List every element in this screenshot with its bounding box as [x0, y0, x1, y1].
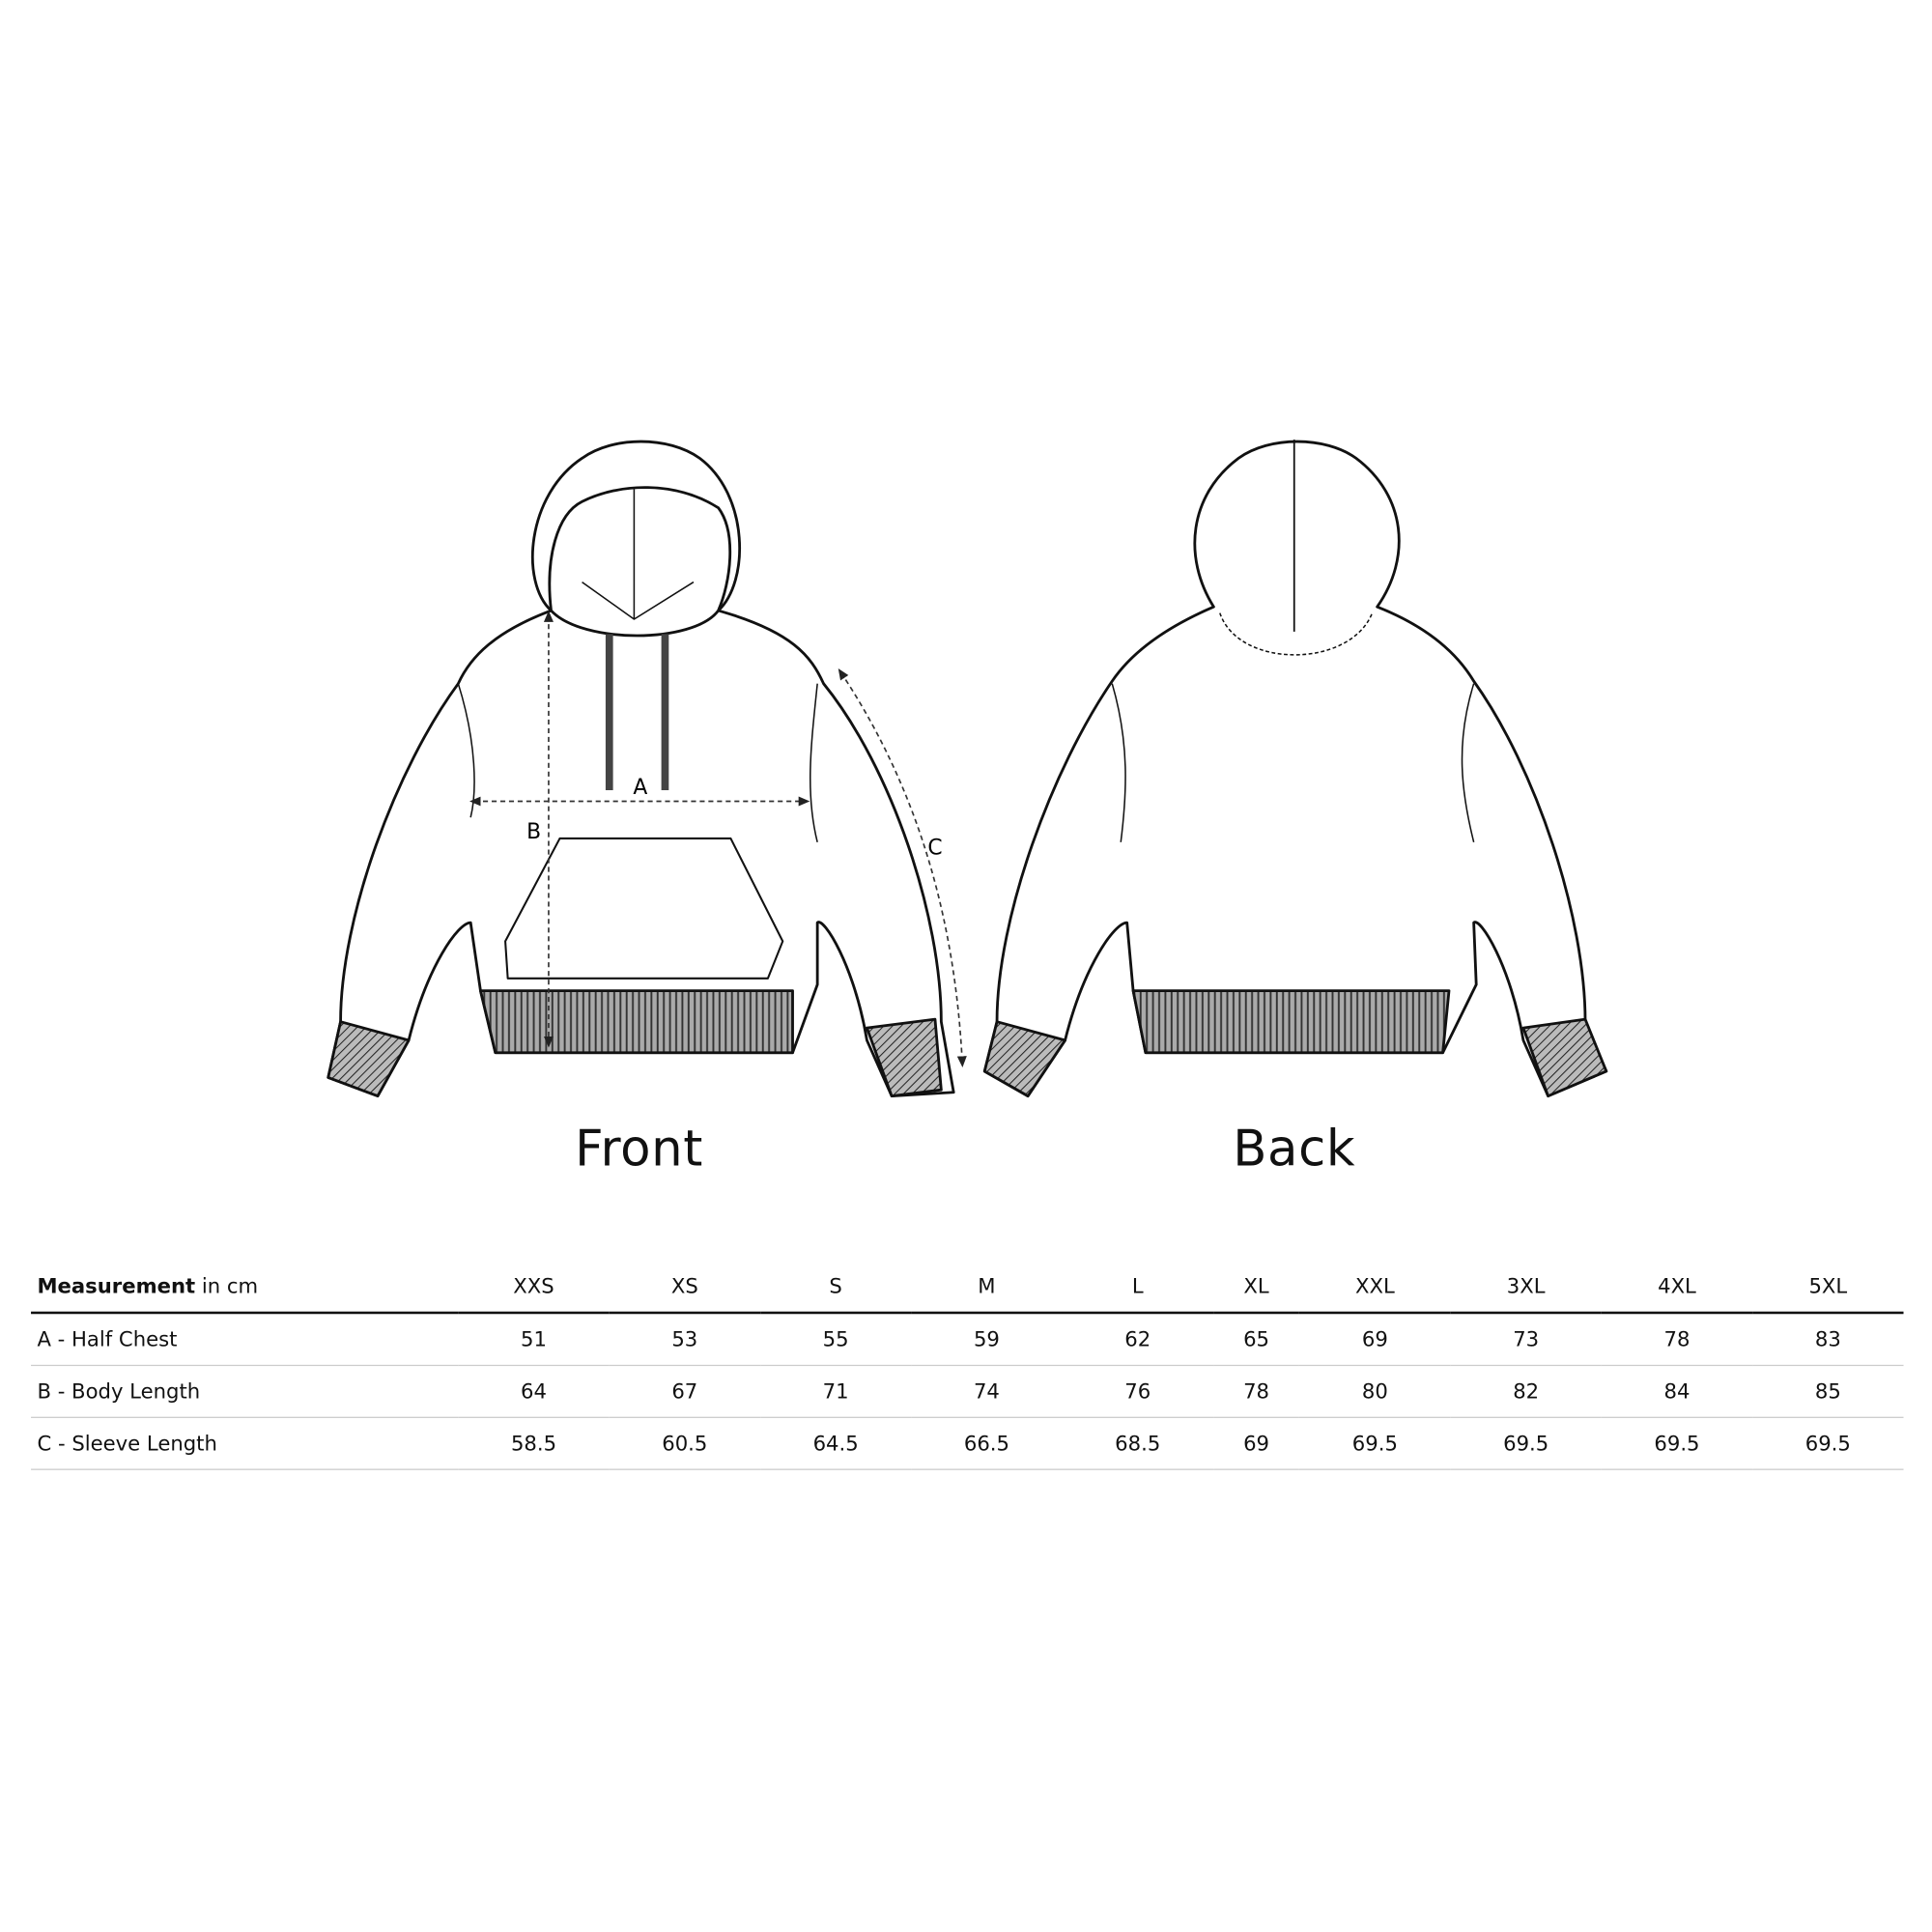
table-cell: 67	[671, 1379, 698, 1404]
table-cell: 53	[671, 1327, 698, 1351]
size-header: XXS	[513, 1274, 554, 1298]
table-row: C - Sleeve Length 58.5 60.5 64.5 66.5 68.5 69 6…	[31, 1417, 1904, 1470]
table-cell: 84	[1663, 1379, 1690, 1404]
dimension-label-b: B	[526, 820, 541, 844]
table-cell: 78	[1243, 1379, 1270, 1404]
table-cell: 73	[1513, 1327, 1540, 1351]
table-cell: 58.5	[510, 1432, 557, 1456]
table-cell: 85	[1814, 1379, 1841, 1404]
table-cell: 64	[521, 1379, 547, 1404]
row-label: C - Sleeve Length	[37, 1432, 217, 1456]
size-header: 4XL	[1658, 1274, 1696, 1298]
table-cell: 65	[1243, 1327, 1270, 1351]
table-cell: 62	[1124, 1327, 1151, 1351]
front-label: Front	[575, 1121, 703, 1179]
table-cell: 80	[1361, 1379, 1388, 1404]
table-cell: 69.5	[1503, 1432, 1549, 1456]
table-cell: 74	[973, 1379, 1000, 1404]
table-cell: 83	[1814, 1327, 1841, 1351]
front-hoodie	[327, 440, 955, 1098]
dimension-label-a: A	[633, 776, 647, 800]
table-cell: 69.5	[1351, 1432, 1398, 1456]
size-header: 3XL	[1506, 1274, 1546, 1298]
table-cell: 69	[1361, 1327, 1388, 1351]
header-measurement: Measurement in cm	[31, 1261, 458, 1313]
table-cell: 78	[1663, 1327, 1690, 1351]
table-cell: 76	[1124, 1379, 1151, 1404]
table-cell: 66.5	[963, 1432, 1009, 1456]
size-header: L	[1131, 1274, 1144, 1298]
row-label: B - Body Length	[37, 1379, 201, 1404]
row-label: A - Half Chest	[37, 1327, 178, 1351]
hoodie-illustrations: A B C	[327, 440, 1608, 1098]
measure-lines	[469, 611, 967, 1067]
table-cell: 69.5	[1654, 1432, 1700, 1456]
size-header: XS	[670, 1274, 698, 1298]
table-row: B - Body Length 64 67 71 74 76 78 80 82 84 85	[31, 1365, 1904, 1418]
size-header: S	[829, 1274, 842, 1298]
table-cell: 68.5	[1115, 1432, 1161, 1456]
back-label: Back	[1233, 1121, 1356, 1179]
table-row: A - Half Chest 51 53 55 59 62 65 69 73 78 83	[31, 1313, 1904, 1366]
table-cell: 69	[1243, 1432, 1270, 1456]
header-unit: in cm	[195, 1274, 259, 1298]
table-cell: 69.5	[1804, 1432, 1851, 1456]
size-header: XXL	[1354, 1274, 1395, 1298]
header-bold: Measurement	[37, 1274, 196, 1298]
back-hoodie	[982, 440, 1608, 1098]
size-header: XL	[1243, 1274, 1269, 1298]
size-header: 5XL	[1808, 1274, 1848, 1298]
table-cell: 59	[973, 1327, 1000, 1351]
size-table: Measurement in cm XXS XS S M L XL XXL 3X…	[31, 1261, 1904, 1470]
table-cell: 51	[521, 1327, 547, 1351]
table-cell: 82	[1513, 1379, 1540, 1404]
table-cell: 64.5	[812, 1432, 859, 1456]
size-header: M	[978, 1274, 996, 1298]
dimension-label-c: C	[927, 837, 942, 861]
table-cell: 60.5	[662, 1432, 708, 1456]
table-header-row: Measurement in cm XXS XS S M L XL XXL 3X…	[31, 1261, 1904, 1313]
table-cell: 71	[822, 1379, 849, 1404]
table-cell: 55	[822, 1327, 849, 1351]
